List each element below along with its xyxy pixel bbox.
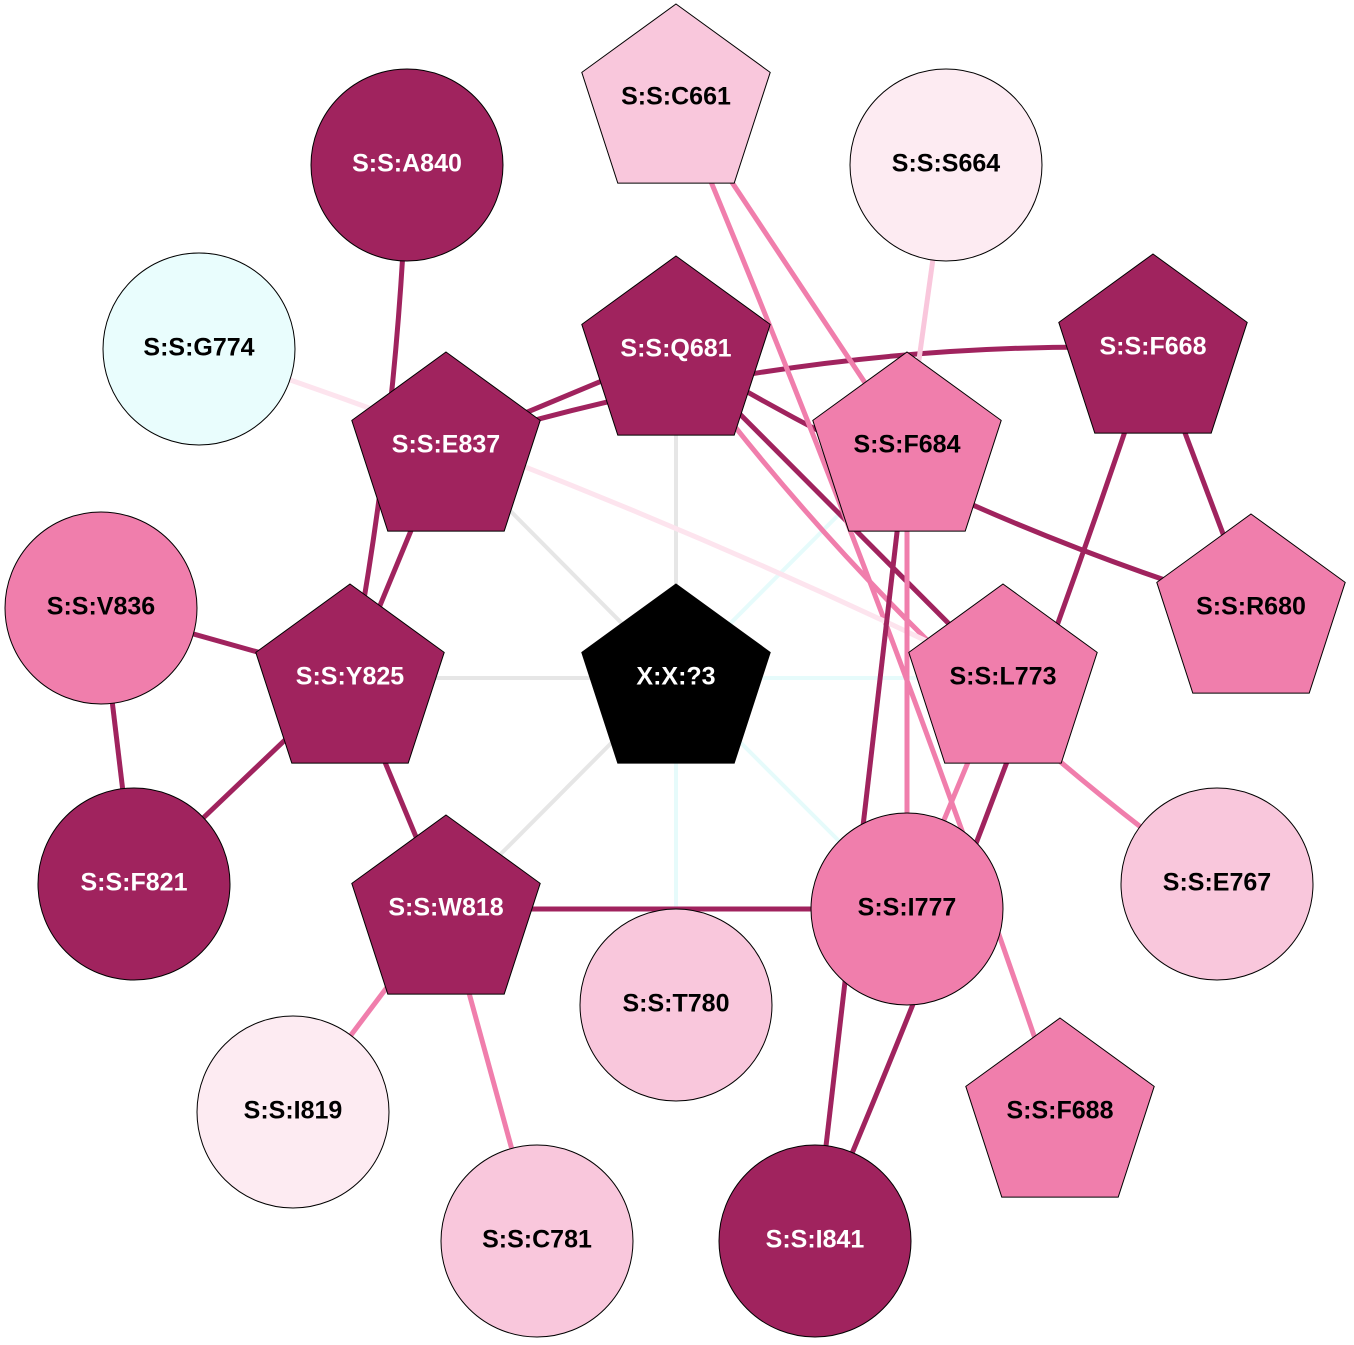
node-label: S:S:Q681 bbox=[620, 335, 731, 363]
node-label: S:S:F684 bbox=[854, 431, 961, 459]
node-label: S:S:F668 bbox=[1100, 333, 1207, 361]
node-label: S:S:V836 bbox=[47, 593, 155, 621]
node-circle bbox=[579, 908, 773, 1102]
node-circle bbox=[196, 1015, 390, 1209]
edge bbox=[812, 347, 1156, 1242]
node-circle bbox=[37, 787, 231, 981]
node-circle bbox=[102, 252, 296, 446]
node-circle bbox=[810, 812, 1004, 1006]
node-circle bbox=[310, 68, 504, 262]
node-circle bbox=[440, 1144, 634, 1338]
node-label: S:S:I819 bbox=[244, 1097, 343, 1125]
node-pentagon bbox=[581, 583, 771, 764]
node-label: S:S:R680 bbox=[1196, 593, 1306, 621]
node-label: S:S:G774 bbox=[143, 334, 254, 362]
node-label: S:S:T780 bbox=[623, 990, 730, 1018]
node-label: S:S:L773 bbox=[950, 663, 1057, 691]
node-circle bbox=[4, 511, 198, 705]
node-label: S:S:A840 bbox=[352, 150, 462, 178]
edge bbox=[445, 344, 1154, 449]
node-label: S:S:C661 bbox=[621, 83, 731, 111]
node-label: S:S:I777 bbox=[858, 894, 957, 922]
edge bbox=[673, 97, 1063, 1113]
node-label: S:S:C781 bbox=[482, 1226, 592, 1254]
node-pentagon bbox=[581, 255, 771, 436]
node-label: X:X:?3 bbox=[636, 663, 715, 691]
node-circle bbox=[1120, 787, 1314, 981]
node-label: S:S:Y825 bbox=[296, 663, 404, 691]
node-label: S:S:E837 bbox=[392, 431, 500, 459]
node-pentagon bbox=[351, 814, 541, 995]
node-circle bbox=[718, 1144, 912, 1338]
node-pentagon bbox=[1058, 253, 1248, 434]
node-label: S:S:F688 bbox=[1007, 1097, 1114, 1125]
node-pentagon bbox=[812, 351, 1002, 532]
node-pentagon bbox=[255, 583, 445, 764]
node-label: S:S:E767 bbox=[1163, 869, 1271, 897]
edge bbox=[198, 346, 1005, 681]
node-pentagon bbox=[1156, 513, 1346, 694]
node-pentagon bbox=[581, 3, 771, 184]
node-label: S:S:S664 bbox=[892, 150, 1000, 178]
node-pentagon bbox=[965, 1017, 1155, 1198]
node-pentagon bbox=[351, 351, 541, 532]
node-label: S:S:I841 bbox=[766, 1226, 865, 1254]
node-pentagon bbox=[908, 583, 1098, 764]
node-circle bbox=[849, 68, 1043, 262]
node-label: S:S:F821 bbox=[81, 869, 188, 897]
node-label: S:S:W818 bbox=[388, 894, 503, 922]
